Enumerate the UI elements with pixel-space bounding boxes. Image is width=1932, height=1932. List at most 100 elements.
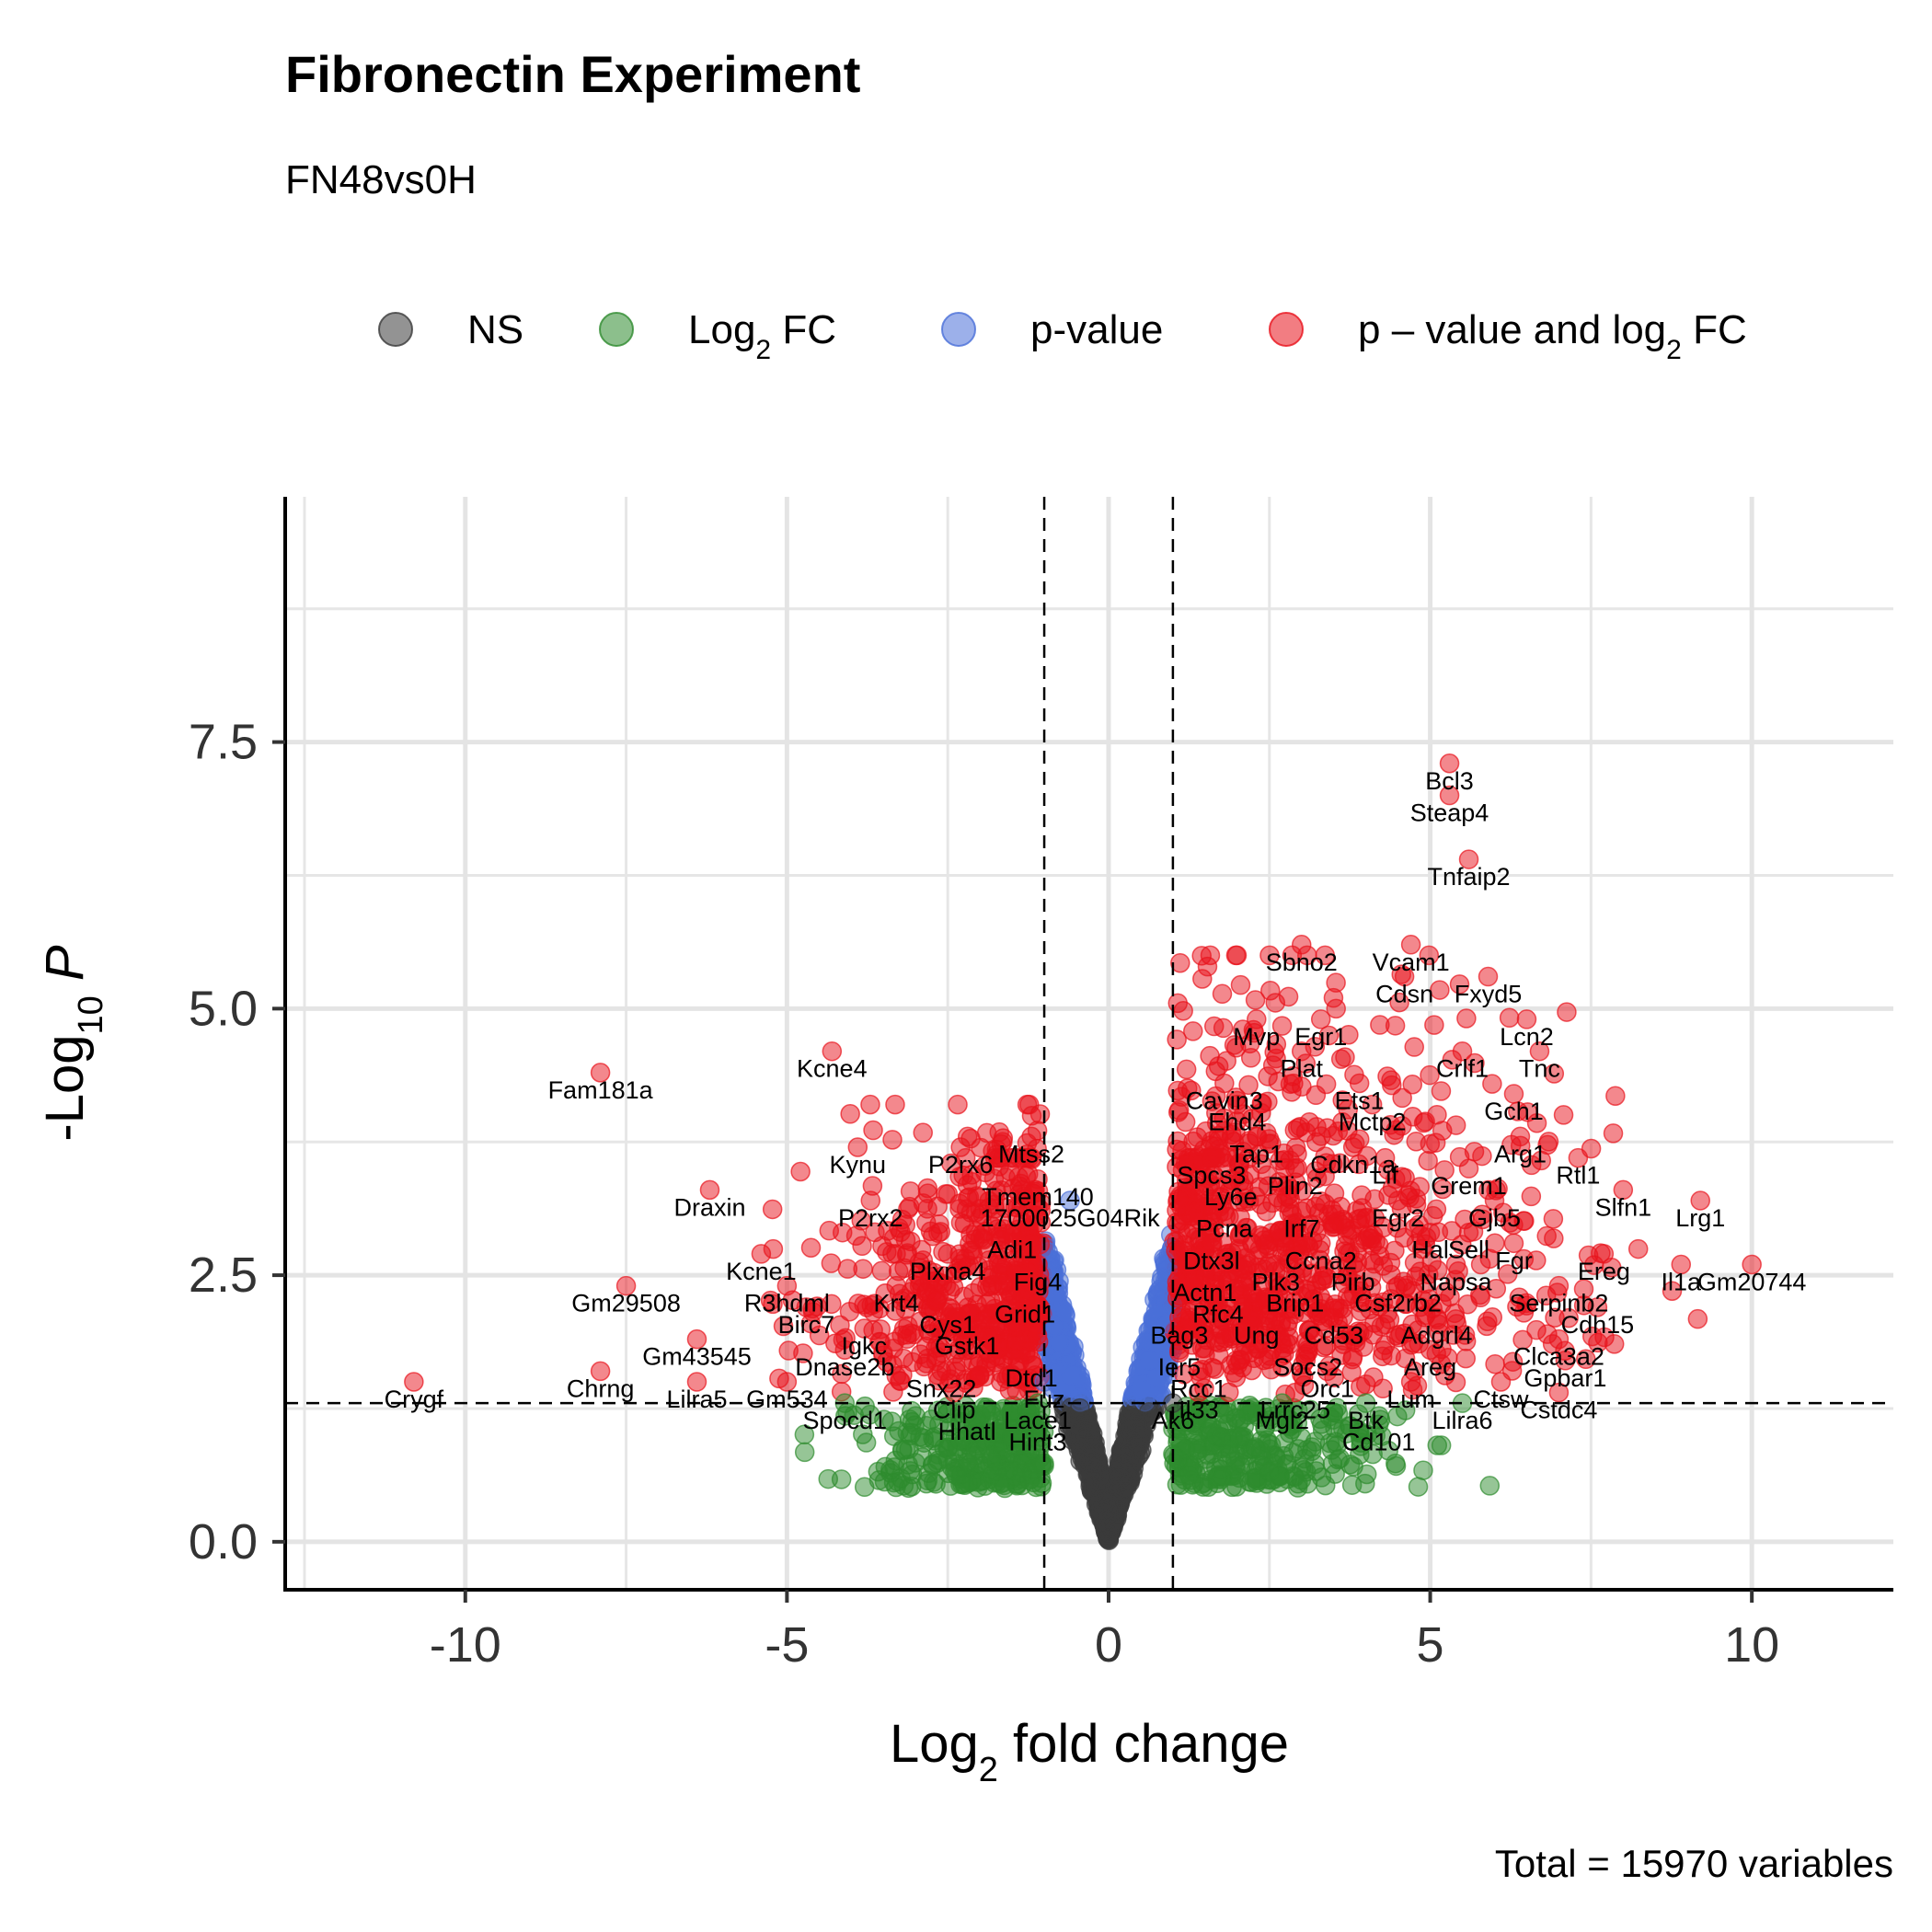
data-point xyxy=(1203,1016,1225,1037)
chart-subtitle: FN48vs0H xyxy=(285,157,477,202)
data-point xyxy=(1343,1456,1363,1477)
data-point xyxy=(927,1444,949,1465)
gene-label: Fig4 xyxy=(1014,1268,1063,1295)
data-point xyxy=(917,1178,937,1199)
gene-label: Adgrl4 xyxy=(1401,1321,1473,1349)
y-tick-label: 5.0 xyxy=(189,981,258,1036)
gene-label: Vcam1 xyxy=(1373,949,1450,976)
data-point xyxy=(1424,1015,1444,1035)
gene-label: Ehd4 xyxy=(1208,1109,1266,1136)
data-point xyxy=(1029,1104,1051,1124)
gene-label: Bag3 xyxy=(1150,1321,1208,1349)
data-point xyxy=(1316,1475,1336,1496)
data-point xyxy=(871,1260,892,1282)
data-point xyxy=(1167,1139,1187,1160)
data-point xyxy=(1245,990,1266,1010)
data-point xyxy=(1431,1081,1452,1101)
gene-label: Mgl2 xyxy=(1255,1407,1309,1434)
gene-label: P2rx6 xyxy=(928,1151,994,1179)
data-point xyxy=(1164,1453,1184,1474)
legend-swatch xyxy=(1269,312,1304,347)
data-point xyxy=(1385,1016,1406,1036)
data-point xyxy=(1167,993,1188,1014)
data-point xyxy=(1418,1150,1438,1171)
gene-label: Grem1 xyxy=(1431,1172,1507,1200)
data-point xyxy=(860,1094,880,1115)
data-point xyxy=(1212,983,1233,1005)
data-point xyxy=(917,1470,938,1491)
data-point xyxy=(1603,1123,1624,1144)
gene-label: Cdsn xyxy=(1375,981,1433,1008)
data-point xyxy=(1335,1047,1355,1067)
gene-label: Fgr xyxy=(1495,1247,1533,1274)
gene-label: Fam181a xyxy=(548,1076,654,1104)
data-point xyxy=(1187,1127,1208,1147)
gene-label: Egr2 xyxy=(1372,1204,1424,1232)
data-point xyxy=(1543,1209,1564,1229)
gene-label: Mtss2 xyxy=(998,1140,1064,1167)
gene-label: Pcna xyxy=(1196,1215,1254,1243)
gene-label: Mctp2 xyxy=(1339,1109,1407,1136)
gene-label: Grid1 xyxy=(995,1300,1055,1328)
gene-label: Sbno2 xyxy=(1266,949,1338,976)
gene-label: Cd53 xyxy=(1304,1321,1363,1349)
data-point xyxy=(893,1318,914,1340)
data-point xyxy=(1196,1461,1217,1481)
data-point xyxy=(1109,1466,1129,1488)
legend-swatch xyxy=(378,312,413,347)
gene-label: Mvp xyxy=(1233,1023,1280,1051)
gene-label: Crygf xyxy=(385,1386,444,1413)
gene-label: Fxyd5 xyxy=(1455,981,1523,1008)
data-point xyxy=(821,1253,842,1273)
data-point xyxy=(1230,974,1251,995)
gene-label: Plat xyxy=(1280,1055,1323,1083)
data-point xyxy=(1485,1354,1505,1374)
y-tick-label: 2.5 xyxy=(189,1248,258,1303)
data-point xyxy=(1456,1008,1477,1029)
gene-label: Slfn1 xyxy=(1595,1193,1652,1221)
data-point xyxy=(790,1161,811,1182)
gene-label: Gch1 xyxy=(1484,1098,1544,1125)
legend-item: NS xyxy=(378,307,523,352)
data-point xyxy=(1342,1349,1363,1370)
gene-label: Lum xyxy=(1386,1386,1435,1413)
data-point xyxy=(1124,1417,1145,1437)
gene-label: Irf7 xyxy=(1283,1215,1319,1243)
data-point xyxy=(1326,972,1346,993)
data-point xyxy=(903,1351,923,1373)
gene-label: Gm20744 xyxy=(1697,1268,1807,1295)
gene-label: Spocd1 xyxy=(803,1407,888,1434)
data-point xyxy=(1413,1460,1433,1480)
x-tick-label: 10 xyxy=(1724,1617,1779,1673)
data-point xyxy=(1557,1002,1577,1022)
data-point xyxy=(1087,1477,1108,1497)
data-point xyxy=(1291,1469,1312,1490)
gene-label: Dnase2b xyxy=(795,1353,894,1381)
gene-label: Tnc xyxy=(1519,1055,1560,1083)
data-point xyxy=(1070,1397,1090,1419)
legend-swatch xyxy=(941,312,976,347)
gene-label: Lcn2 xyxy=(1500,1023,1554,1051)
data-point xyxy=(863,1120,883,1141)
data-point xyxy=(886,1244,906,1264)
gene-label: Gstk1 xyxy=(935,1332,1000,1360)
data-point xyxy=(913,1122,933,1143)
data-point xyxy=(1404,1037,1424,1057)
data-point xyxy=(902,1400,922,1421)
data-point xyxy=(1011,1463,1032,1484)
data-point xyxy=(1176,1059,1197,1080)
data-point xyxy=(948,1094,968,1115)
gene-label: Ereg xyxy=(1578,1258,1630,1285)
legend: NS Log2 FC p-value p – value and log2 FC xyxy=(378,307,1747,365)
gene-label: Hint3 xyxy=(1009,1428,1067,1455)
data-point xyxy=(1278,986,1299,1007)
data-point xyxy=(920,1221,941,1242)
data-point xyxy=(1355,1230,1375,1250)
legend-label: Log2 FC xyxy=(688,307,836,365)
data-point xyxy=(980,1444,1001,1466)
data-point xyxy=(1258,1066,1278,1087)
x-tick-label: -5 xyxy=(765,1617,809,1673)
data-point xyxy=(1392,1087,1412,1109)
